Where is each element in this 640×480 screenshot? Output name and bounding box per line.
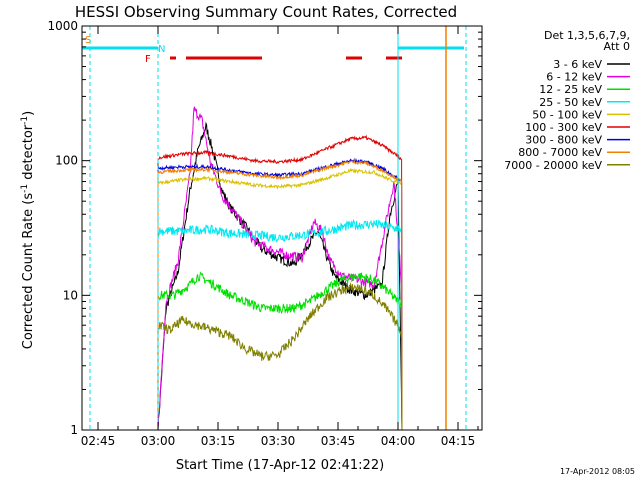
flag-label-n: N xyxy=(158,44,165,55)
series-line xyxy=(157,159,403,431)
series-line xyxy=(157,218,403,431)
legend-label: 3 - 6 keV xyxy=(553,58,602,71)
legend-header-att: Att 0 xyxy=(604,40,630,53)
flag-label-s: S xyxy=(85,35,91,46)
x-tick-label: 04:15 xyxy=(441,434,476,448)
y-tick-label: 1000 xyxy=(47,19,78,33)
legend-label: 300 - 800 keV xyxy=(525,134,602,147)
x-tick-label: 03:45 xyxy=(321,434,356,448)
legend-label: 100 - 300 keV xyxy=(525,121,602,134)
y-tick-label: 1 xyxy=(70,423,78,437)
series-line xyxy=(157,157,403,431)
plot-frame xyxy=(81,25,483,431)
x-tick-label: 03:00 xyxy=(141,434,176,448)
legend-label: 25 - 50 keV xyxy=(539,96,602,109)
flag-label-f: F xyxy=(145,54,151,65)
legend-label: 12 - 25 keV xyxy=(539,83,602,96)
series-line xyxy=(157,167,403,431)
x-tick-label: 02:45 xyxy=(81,434,116,448)
legend-header: Det 1,3,5,6,7,9, xyxy=(544,29,630,42)
x-tick-label: 03:15 xyxy=(201,434,236,448)
x-tick-label: 03:30 xyxy=(261,434,296,448)
y-axis-label: Corrected Count Rate (s-1 detector-1) xyxy=(20,111,36,349)
legend-label: 6 - 12 keV xyxy=(546,71,602,84)
y-tick-label: 10 xyxy=(63,288,78,302)
series-line xyxy=(157,106,403,431)
legend-label: 800 - 7000 keV xyxy=(518,146,602,159)
series-line xyxy=(157,282,403,431)
footer-date: 17-Apr-2012 08:05 xyxy=(560,467,635,476)
chart-title: HESSI Observing Summary Count Rates, Cor… xyxy=(75,3,457,21)
x-tick-label: 04:00 xyxy=(381,434,416,448)
series-line xyxy=(157,134,403,431)
y-tick-label: 100 xyxy=(55,154,78,168)
series-line xyxy=(157,271,403,431)
legend-label: 50 - 100 keV xyxy=(532,108,602,121)
legend-label: 7000 - 20000 keV xyxy=(504,159,602,172)
x-axis-label: Start Time (17-Apr-12 02:41:22) xyxy=(176,458,384,473)
series-line xyxy=(157,121,403,431)
